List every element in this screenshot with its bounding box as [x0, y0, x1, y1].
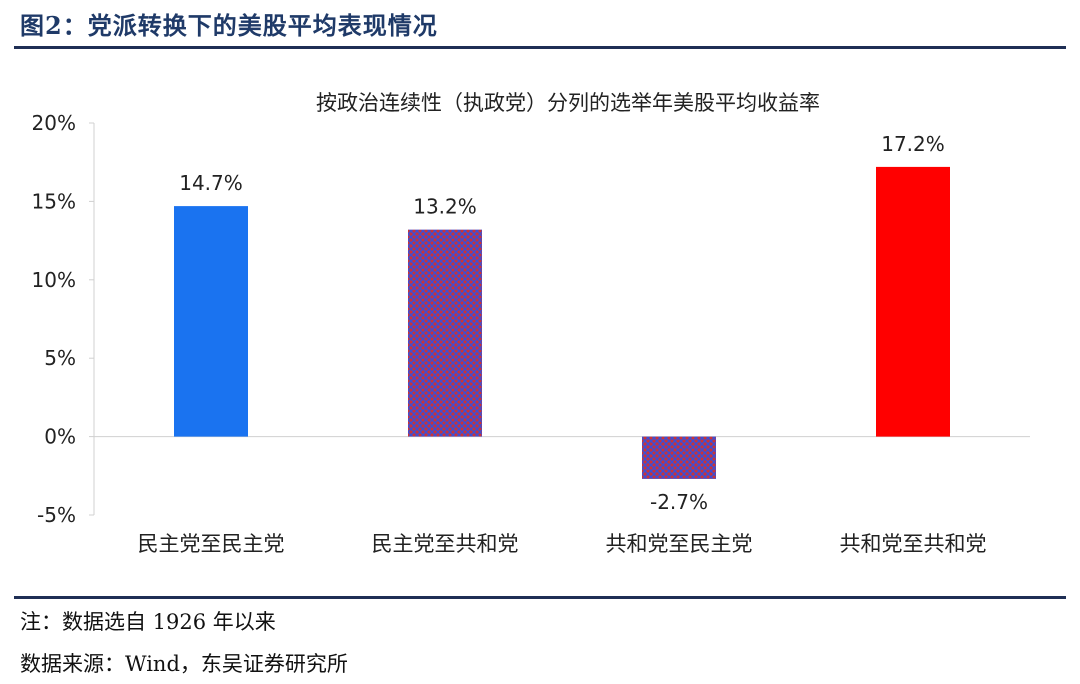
- x-category-label: 共和党至民主党: [606, 532, 753, 556]
- bar-4: [876, 166, 950, 437]
- data-note: 注：数据选自 1926 年以来: [20, 610, 276, 634]
- bar-3: [642, 436, 716, 479]
- bar-2: [408, 229, 482, 437]
- y-tick-label: -5%: [37, 503, 76, 527]
- y-tick-label: 0%: [44, 425, 76, 449]
- value-label: 17.2%: [881, 132, 945, 156]
- value-label: -2.7%: [650, 490, 708, 514]
- x-category-label: 共和党至共和党: [840, 532, 987, 556]
- bar-1: [174, 206, 248, 437]
- y-tick-label: 15%: [32, 189, 76, 213]
- y-tick-label: 20%: [32, 111, 76, 135]
- y-axis: -5% 0% 5% 10% 15% 20%: [32, 111, 1030, 527]
- x-category-label: 民主党至民主党: [138, 532, 285, 556]
- x-category-label: 民主党至共和党: [372, 532, 519, 556]
- title-divider: [14, 46, 1066, 49]
- source-note: 数据来源：Wind，东吴证券研究所: [20, 652, 348, 676]
- value-label: 13.2%: [413, 195, 477, 219]
- value-label: 14.7%: [179, 171, 243, 195]
- figure-title: 图2：党派转换下的美股平均表现情况: [20, 11, 438, 40]
- footer-divider: [14, 596, 1066, 599]
- bar-chart: 按政治连续性（执政党）分列的选举年美股平均收益率 -5% 0% 5% 10% 15% 20…: [32, 91, 1030, 556]
- bars: [174, 166, 950, 479]
- y-tick-label: 10%: [32, 268, 76, 292]
- x-axis-labels: 民主党至民主党 民主党至共和党 共和党至民主党 共和党至共和党: [138, 532, 987, 556]
- chart-title: 按政治连续性（执政党）分列的选举年美股平均收益率: [316, 91, 820, 115]
- y-tick-label: 5%: [44, 346, 76, 370]
- value-labels: 14.7% 13.2% -2.7% 17.2%: [179, 132, 945, 514]
